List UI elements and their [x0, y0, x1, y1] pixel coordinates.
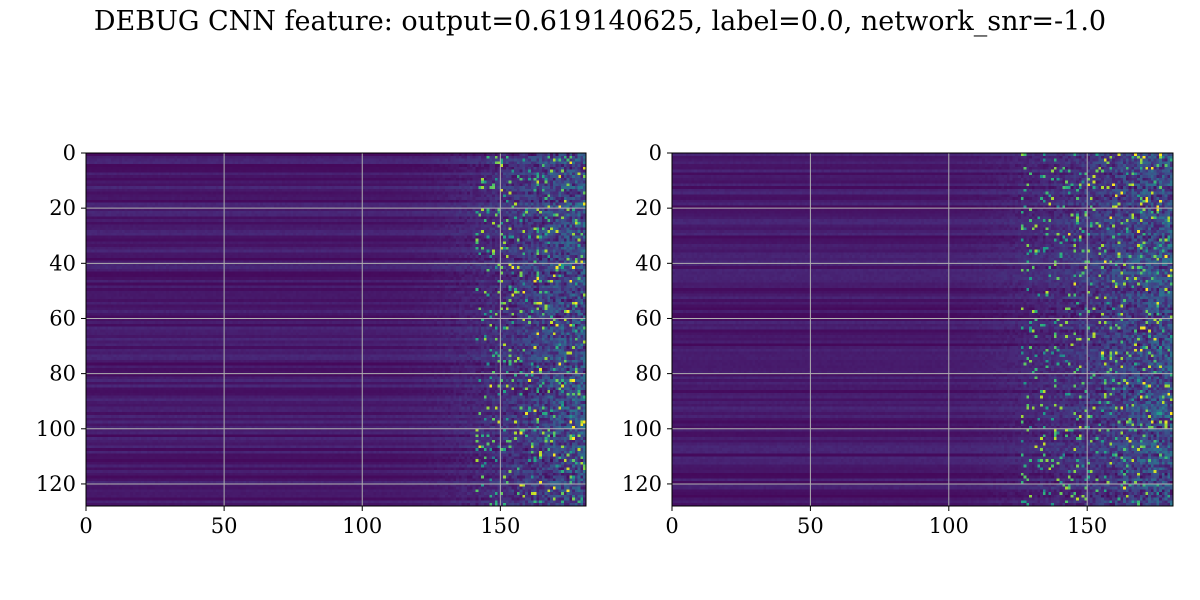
y-tick-label: 0 [649, 141, 662, 165]
x-tick-label: 150 [480, 514, 520, 538]
y-tick-label: 60 [49, 306, 76, 330]
heatmap-panel-left: 0 50 100 150 0 20 40 60 80 100 120 [36, 141, 587, 538]
y-tick-label: 80 [49, 362, 76, 386]
y-tick-label: 20 [49, 196, 76, 220]
axes-frame [671, 152, 1174, 507]
x-tick-label: 150 [1067, 514, 1107, 538]
y-tick-label: 40 [635, 251, 662, 275]
heatmap-panel-right: 0 50 100 150 0 20 40 60 80 100 120 [622, 141, 1174, 538]
x-tick-label: 0 [665, 514, 678, 538]
x-tick-label: 50 [797, 514, 824, 538]
axes-frame [85, 152, 587, 507]
y-tick-label: 120 [36, 472, 76, 496]
y-tick-label: 20 [635, 196, 662, 220]
y-tick-label: 100 [36, 417, 76, 441]
y-tick-label: 120 [622, 472, 662, 496]
x-tick-label: 50 [211, 514, 238, 538]
y-tick-label: 80 [635, 362, 662, 386]
x-tick-label: 0 [79, 514, 92, 538]
y-tick-label: 40 [49, 251, 76, 275]
x-tick-label: 100 [929, 514, 969, 538]
y-tick-label: 60 [635, 306, 662, 330]
heatmap-image [672, 153, 1173, 506]
y-tick-label: 100 [622, 417, 662, 441]
heatmap-image [86, 153, 586, 506]
y-tick-label: 0 [63, 141, 76, 165]
figure-title: DEBUG CNN feature: output=0.619140625, l… [93, 6, 1107, 37]
x-tick-label: 100 [342, 514, 382, 538]
